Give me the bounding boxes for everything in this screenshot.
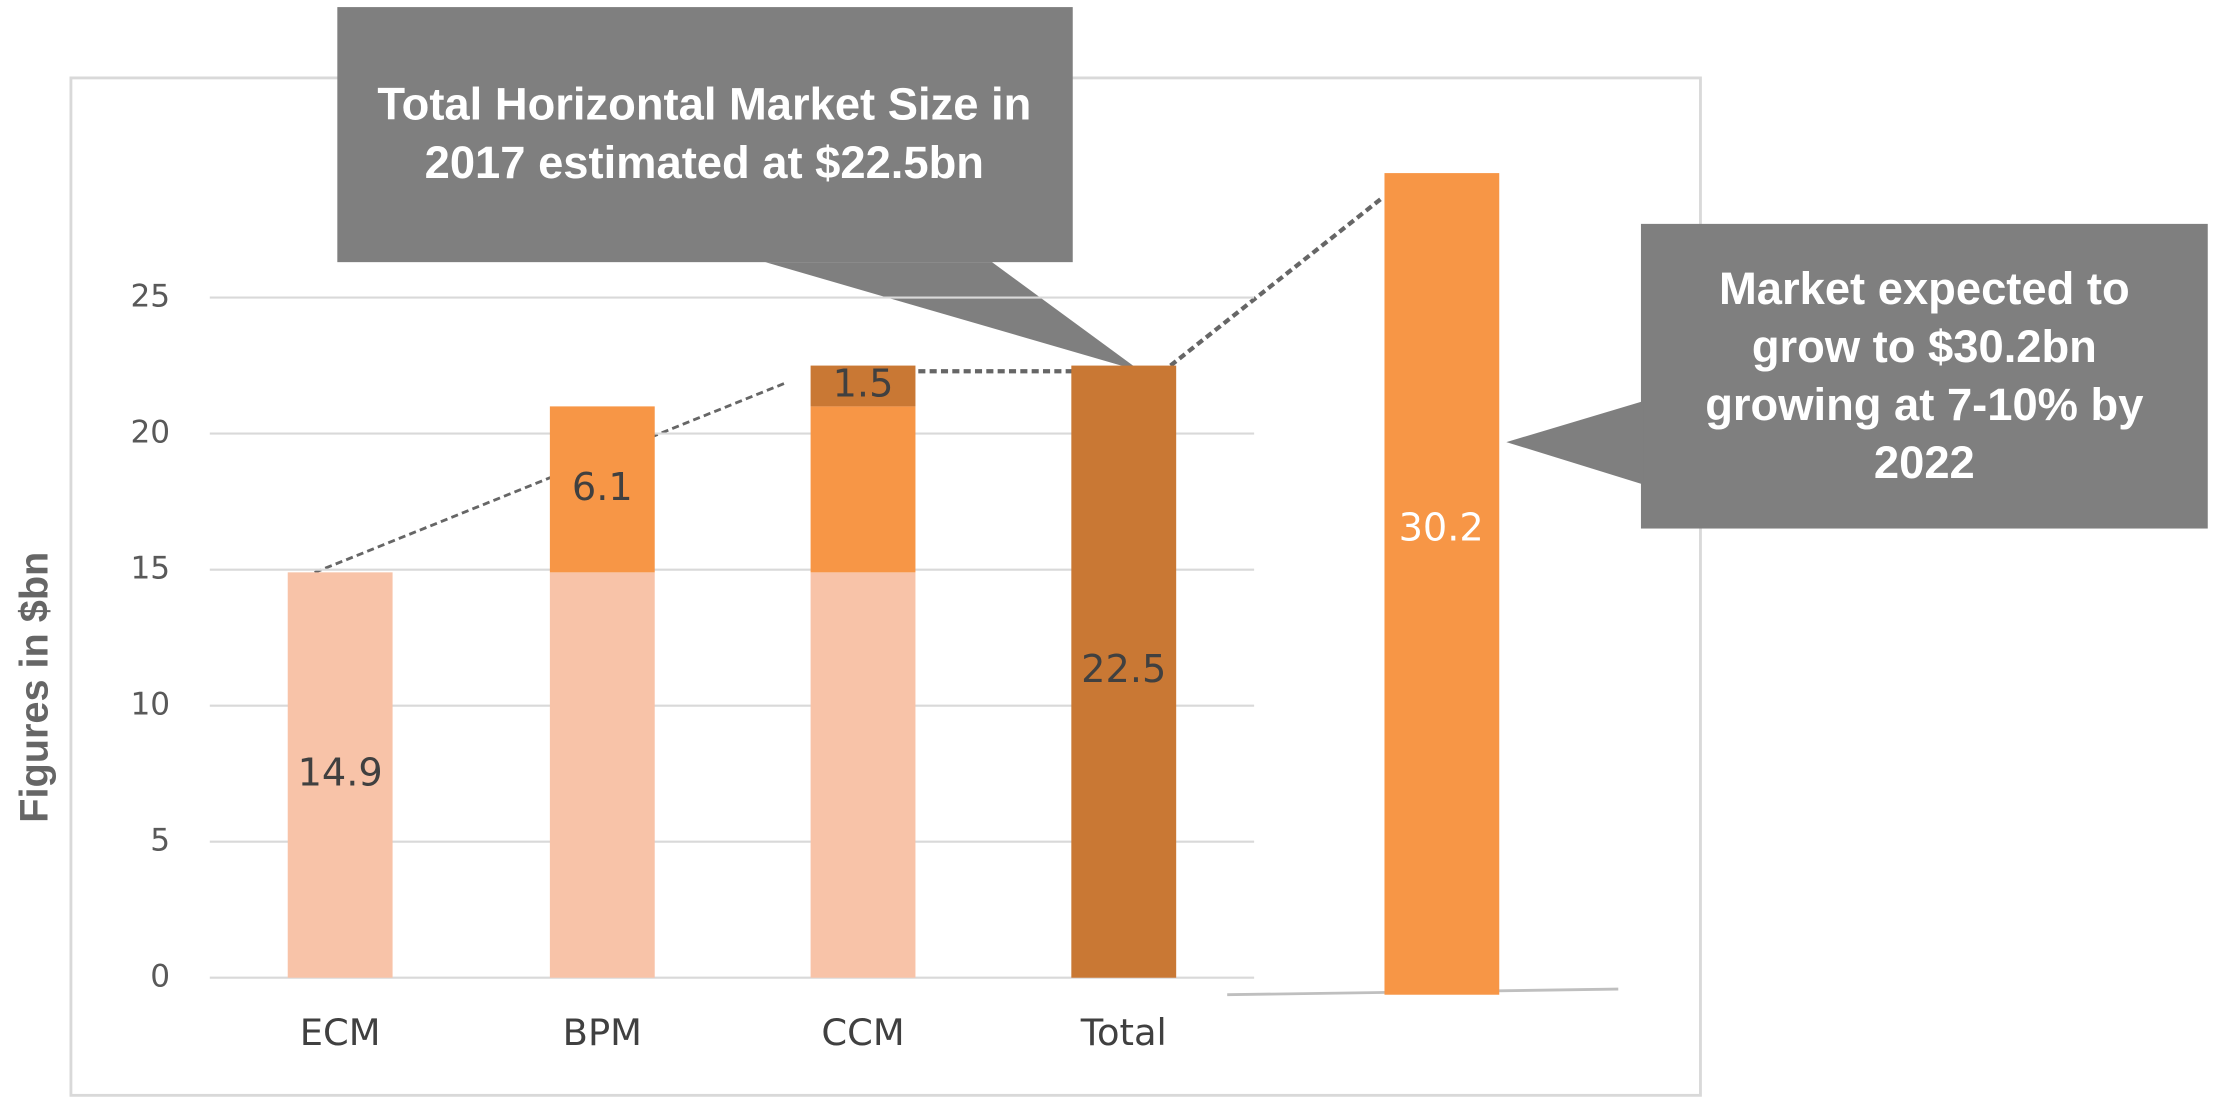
callout-text: growing at 7-10% by [1705, 379, 2143, 430]
callout-text: Total Horizontal Market Size in [377, 79, 1031, 130]
callout-text: 2017 estimated at $22.5bn [425, 137, 984, 188]
bar-segment [810, 365, 916, 407]
y-tick-label: 5 [150, 823, 170, 859]
bar-segment [810, 406, 916, 573]
y-axis-label: Figures in $bn [12, 552, 56, 823]
y-tick-label: 20 [130, 415, 170, 451]
value-label: 22.5 [1081, 647, 1166, 692]
x-tick-label: BPM [563, 1011, 642, 1054]
forecast-value-label: 30.2 [1399, 506, 1484, 551]
callout-box [1640, 223, 2208, 529]
y-tick-label: 0 [150, 959, 170, 995]
callout [1506, 223, 2208, 529]
callout-text: Market expected to [1719, 263, 2130, 314]
x-tick-label: Total [1080, 1011, 1167, 1054]
value-label: 1.5 [833, 361, 894, 406]
bar-segment [549, 572, 655, 978]
y-tick-label: 15 [130, 551, 170, 587]
bar-segment [1071, 365, 1177, 978]
y-tick-label: 25 [130, 279, 170, 315]
x-tick-label: CCM [821, 1011, 904, 1054]
y-tick-label: 10 [130, 687, 170, 723]
callout-text: 2022 [1874, 437, 1975, 488]
value-label: 6.1 [572, 465, 633, 510]
callout-text: grow to $30.2bn [1752, 321, 2097, 372]
bar-segment [549, 406, 655, 573]
callout-pointer [1506, 401, 1644, 485]
forecast-bar [1384, 173, 1500, 995]
bar-segment [810, 572, 916, 978]
callout-box [337, 7, 1073, 263]
value-label: 14.9 [298, 751, 383, 796]
bar-segment [287, 572, 393, 978]
x-tick-label: ECM [300, 1011, 381, 1054]
